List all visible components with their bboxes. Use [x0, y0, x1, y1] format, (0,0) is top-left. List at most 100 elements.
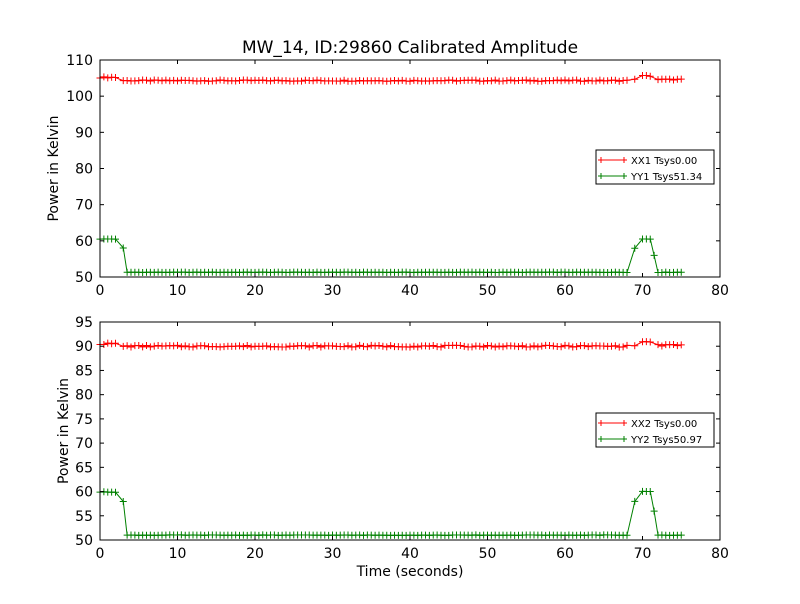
data-point: [112, 74, 119, 82]
data-point: [646, 235, 654, 243]
data-point: [460, 342, 468, 350]
data-point: [608, 342, 615, 350]
data-point: [336, 77, 344, 85]
data-point: [441, 77, 449, 85]
legend-marker: [598, 420, 604, 426]
data-point: [472, 76, 480, 84]
plot-panel-1: 0 10 20 30 40 50 60 70 80 50 60 70 80 90 100 110 Power i…: [46, 53, 729, 299]
series-line: [99, 238, 682, 274]
data-point: [631, 497, 639, 505]
data-point: [654, 341, 662, 349]
data-point: [410, 342, 418, 350]
data-point: [135, 341, 143, 349]
data-point: [220, 76, 228, 84]
data-point: [309, 77, 317, 85]
data-point: [561, 76, 569, 84]
x-tick-label: 10: [169, 546, 187, 562]
data-point: [263, 342, 271, 350]
data-point: [112, 235, 119, 243]
data-point: [476, 342, 484, 350]
legend-entry: YY1 Tsys51.34: [598, 172, 702, 183]
y-tick-label: 55: [75, 509, 93, 525]
data-point: [584, 343, 592, 351]
data-point: [174, 341, 181, 349]
data-point: [100, 73, 108, 81]
data-point: [406, 77, 414, 85]
data-point: [177, 343, 185, 351]
y-tick-label: 70: [75, 436, 93, 452]
data-point: [518, 342, 526, 350]
data-point: [391, 76, 398, 84]
data-point: [267, 77, 274, 85]
data-point: [317, 343, 325, 351]
data-point: [100, 340, 108, 348]
data-point: [236, 77, 243, 85]
plot-panel-2: 0 10 20 30 40 50 60 70 80 50 55 60 65 70 75 80 85 90 95 Pow…: [56, 315, 729, 562]
data-point: [123, 76, 131, 84]
data-point: [650, 251, 658, 259]
data-point: [487, 77, 495, 85]
data-point: [201, 77, 209, 85]
data-point: [499, 343, 507, 351]
x-tick-label: 60: [556, 546, 574, 562]
data-point: [290, 342, 298, 350]
data-point: [538, 342, 546, 350]
data-point: [406, 343, 414, 351]
data-point: [646, 338, 654, 346]
legend: XX2 Tsys0.00 YY2 Tsys50.97: [595, 412, 715, 448]
data-point: [495, 342, 503, 350]
data-point: [619, 343, 627, 351]
data-point: [212, 77, 220, 85]
legend-box: [595, 412, 715, 448]
y-axis-label: Power in Kelvin: [56, 378, 72, 484]
data-point: [677, 341, 685, 349]
legend-label: YY1 Tsys51.34: [630, 172, 702, 183]
data-point: [615, 77, 623, 85]
data-point: [429, 341, 437, 349]
data-point: [658, 342, 666, 350]
data-point: [247, 343, 255, 351]
data-point: [670, 341, 677, 349]
data-point: [394, 77, 402, 85]
data-point: [573, 343, 581, 351]
legend-marker: [621, 173, 627, 179]
data-point: [150, 342, 158, 350]
data-point: [507, 76, 515, 84]
data-point: [526, 343, 534, 351]
data-point: [352, 343, 360, 351]
data-point: [650, 507, 658, 515]
legend-marker: [621, 436, 627, 442]
data-point: [631, 342, 639, 350]
data-point: [530, 342, 538, 350]
data-point: [282, 343, 290, 351]
legend-entry: XX1 Tsys0.00: [598, 156, 697, 167]
data-point: [522, 76, 530, 84]
data-point: [139, 343, 147, 351]
data-point: [503, 77, 511, 85]
data-point: [298, 77, 305, 85]
legend-label: YY2 Tsys50.97: [630, 435, 702, 446]
data-point: [677, 531, 685, 539]
x-tick-label: 80: [711, 546, 729, 562]
data-point: [154, 342, 162, 350]
data-point: [565, 77, 573, 85]
data-point: [201, 342, 209, 350]
legend-marker: [621, 157, 627, 163]
legend-entry: XX2 Tsys0.00: [598, 419, 697, 430]
x-tick-label: 50: [479, 546, 497, 562]
data-point: [580, 77, 588, 85]
data-point: [239, 343, 247, 351]
figure-title: MW_14, ID:29860 Calibrated Amplitude: [242, 38, 578, 58]
data-point: [534, 343, 542, 351]
y-tick-label: 60: [75, 485, 93, 501]
x-tick-label: 80: [711, 283, 729, 299]
data-point: [456, 341, 464, 349]
x-tick-label: 70: [634, 546, 652, 562]
data-point: [491, 343, 499, 351]
data-point: [112, 339, 119, 347]
data-point: [174, 77, 181, 85]
data-point: [553, 76, 561, 84]
data-point: [623, 341, 631, 349]
x-tick-label: 0: [96, 546, 105, 562]
